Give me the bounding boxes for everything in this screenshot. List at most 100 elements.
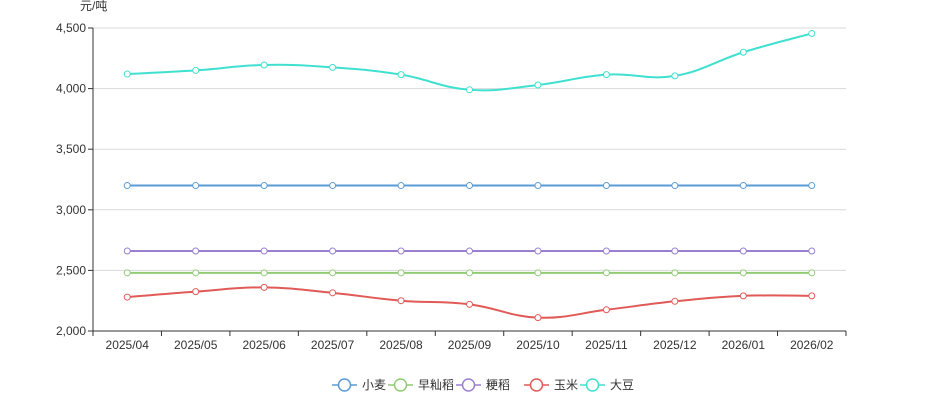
legend-swatch-marker bbox=[393, 378, 408, 392]
legend-label: 小麦 bbox=[362, 378, 386, 392]
data-point bbox=[192, 182, 200, 190]
series-group bbox=[123, 247, 816, 255]
data-point bbox=[534, 314, 542, 322]
data-point bbox=[466, 86, 473, 94]
legend-swatch-marker bbox=[585, 378, 600, 392]
data-point bbox=[123, 182, 131, 190]
series-group bbox=[123, 269, 816, 277]
data-point bbox=[466, 247, 473, 255]
data-point bbox=[671, 247, 679, 255]
x-tick-label: 2025/09 bbox=[448, 338, 492, 352]
x-tick-label: 2025/08 bbox=[379, 338, 423, 352]
legend-item[interactable]: 小麦 bbox=[332, 378, 386, 392]
data-point bbox=[260, 182, 268, 190]
data-point bbox=[808, 182, 816, 190]
data-point bbox=[329, 289, 337, 297]
data-point bbox=[123, 269, 131, 277]
data-point bbox=[123, 70, 131, 78]
data-point bbox=[602, 269, 610, 277]
data-point bbox=[808, 292, 816, 300]
data-point bbox=[329, 247, 337, 255]
data-point bbox=[466, 300, 473, 308]
x-tick-label: 2025/11 bbox=[585, 338, 628, 352]
y-tick-label: 4,500 bbox=[56, 21, 86, 35]
data-point bbox=[260, 247, 268, 255]
data-point bbox=[808, 247, 816, 255]
x-tick-label: 2025/05 bbox=[174, 338, 218, 352]
axes: 2,000 2,500 3,000 3,500 4,000 4,500 元/吨 2025/04… bbox=[56, 0, 847, 352]
legend-label: 早籼稻 bbox=[418, 378, 454, 392]
data-point bbox=[192, 66, 200, 74]
data-point bbox=[534, 81, 542, 89]
legend-item[interactable]: 早籼稻 bbox=[388, 378, 454, 392]
grid-lines bbox=[93, 27, 846, 271]
data-point bbox=[739, 48, 747, 56]
data-point bbox=[739, 247, 747, 255]
y-axis-unit-label: 元/吨 bbox=[80, 0, 107, 13]
data-point bbox=[739, 182, 747, 190]
legend-swatch-marker bbox=[529, 378, 544, 392]
data-point bbox=[260, 61, 268, 69]
data-point bbox=[671, 269, 679, 277]
series-group bbox=[123, 29, 816, 94]
data-point bbox=[739, 292, 747, 300]
y-tick-label: 3,500 bbox=[56, 142, 86, 156]
data-point bbox=[739, 269, 747, 277]
legend-item[interactable]: 玉米 bbox=[524, 378, 578, 392]
legend[interactable]: 小麦 早籼稻 粳稻 玉米 大豆 bbox=[332, 378, 634, 392]
data-point bbox=[808, 269, 816, 277]
data-point bbox=[534, 182, 542, 190]
data-point bbox=[397, 182, 405, 190]
data-point bbox=[260, 269, 268, 277]
y-tick-label: 3,000 bbox=[56, 203, 86, 217]
data-point bbox=[397, 269, 405, 277]
data-point bbox=[466, 182, 473, 190]
legend-label: 玉米 bbox=[554, 378, 578, 392]
data-point bbox=[466, 269, 473, 277]
data-point bbox=[329, 182, 337, 190]
x-tick-label: 2025/10 bbox=[516, 338, 560, 352]
data-point bbox=[534, 247, 542, 255]
data-point bbox=[602, 71, 610, 79]
x-tick-label: 2025/04 bbox=[106, 338, 150, 352]
data-point bbox=[671, 72, 679, 80]
data-point bbox=[602, 247, 610, 255]
series-group bbox=[123, 283, 816, 322]
data-point bbox=[329, 63, 337, 71]
legend-item[interactable]: 大豆 bbox=[580, 378, 634, 392]
data-point bbox=[123, 247, 131, 255]
data-point bbox=[397, 297, 405, 305]
data-point bbox=[329, 269, 337, 277]
series-line bbox=[127, 32, 813, 92]
data-point bbox=[602, 182, 610, 190]
data-point bbox=[671, 297, 679, 305]
data-point bbox=[671, 182, 679, 190]
x-tick-label: 2025/07 bbox=[311, 338, 355, 352]
legend-swatch-marker bbox=[337, 378, 352, 392]
data-point bbox=[602, 306, 610, 314]
y-tick-label: 2,000 bbox=[56, 324, 86, 338]
data-point bbox=[123, 293, 131, 301]
data-point bbox=[808, 29, 816, 37]
data-point bbox=[260, 283, 268, 291]
x-tick-label: 2026/02 bbox=[790, 338, 834, 352]
x-tick-label: 2026/01 bbox=[722, 338, 766, 352]
data-point bbox=[534, 269, 542, 277]
series-lines bbox=[123, 29, 816, 322]
x-tick-label: 2025/06 bbox=[242, 338, 286, 352]
legend-label: 粳稻 bbox=[486, 378, 510, 392]
y-tick-label: 4,000 bbox=[56, 82, 86, 96]
x-tick-label: 2025/12 bbox=[653, 338, 697, 352]
data-point bbox=[192, 247, 200, 255]
legend-item[interactable]: 粳稻 bbox=[456, 378, 510, 392]
series-group bbox=[123, 182, 816, 190]
data-point bbox=[397, 247, 405, 255]
y-tick-label: 2,500 bbox=[56, 263, 86, 277]
legend-label: 大豆 bbox=[610, 378, 634, 392]
legend-swatch-marker bbox=[461, 378, 476, 392]
data-point bbox=[192, 288, 200, 296]
data-point bbox=[192, 269, 200, 277]
data-point bbox=[397, 71, 405, 79]
